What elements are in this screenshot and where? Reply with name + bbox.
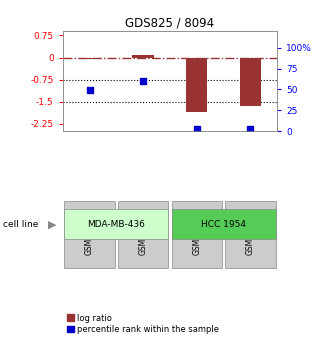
Bar [225, 201, 276, 268]
Text: GSM21255: GSM21255 [139, 214, 148, 255]
Bar [79, 58, 100, 59]
Title: GDS825 / 8094: GDS825 / 8094 [125, 17, 214, 30]
Bar [172, 201, 222, 268]
Bar [186, 58, 208, 112]
Bar [64, 201, 115, 268]
Text: GSM21256: GSM21256 [192, 214, 201, 255]
Text: GSM21254: GSM21254 [85, 214, 94, 255]
Bar [240, 58, 261, 106]
Text: GSM21257: GSM21257 [246, 214, 255, 255]
Bar [118, 201, 168, 268]
Bar [132, 56, 154, 58]
Text: MDA-MB-436: MDA-MB-436 [87, 220, 145, 229]
Bar [64, 209, 168, 239]
Text: HCC 1954: HCC 1954 [201, 220, 246, 229]
Legend: log ratio, percentile rank within the sample: log ratio, percentile rank within the sa… [64, 310, 222, 337]
Text: cell line: cell line [3, 220, 39, 229]
Text: ▶: ▶ [48, 219, 56, 229]
Bar [172, 209, 276, 239]
